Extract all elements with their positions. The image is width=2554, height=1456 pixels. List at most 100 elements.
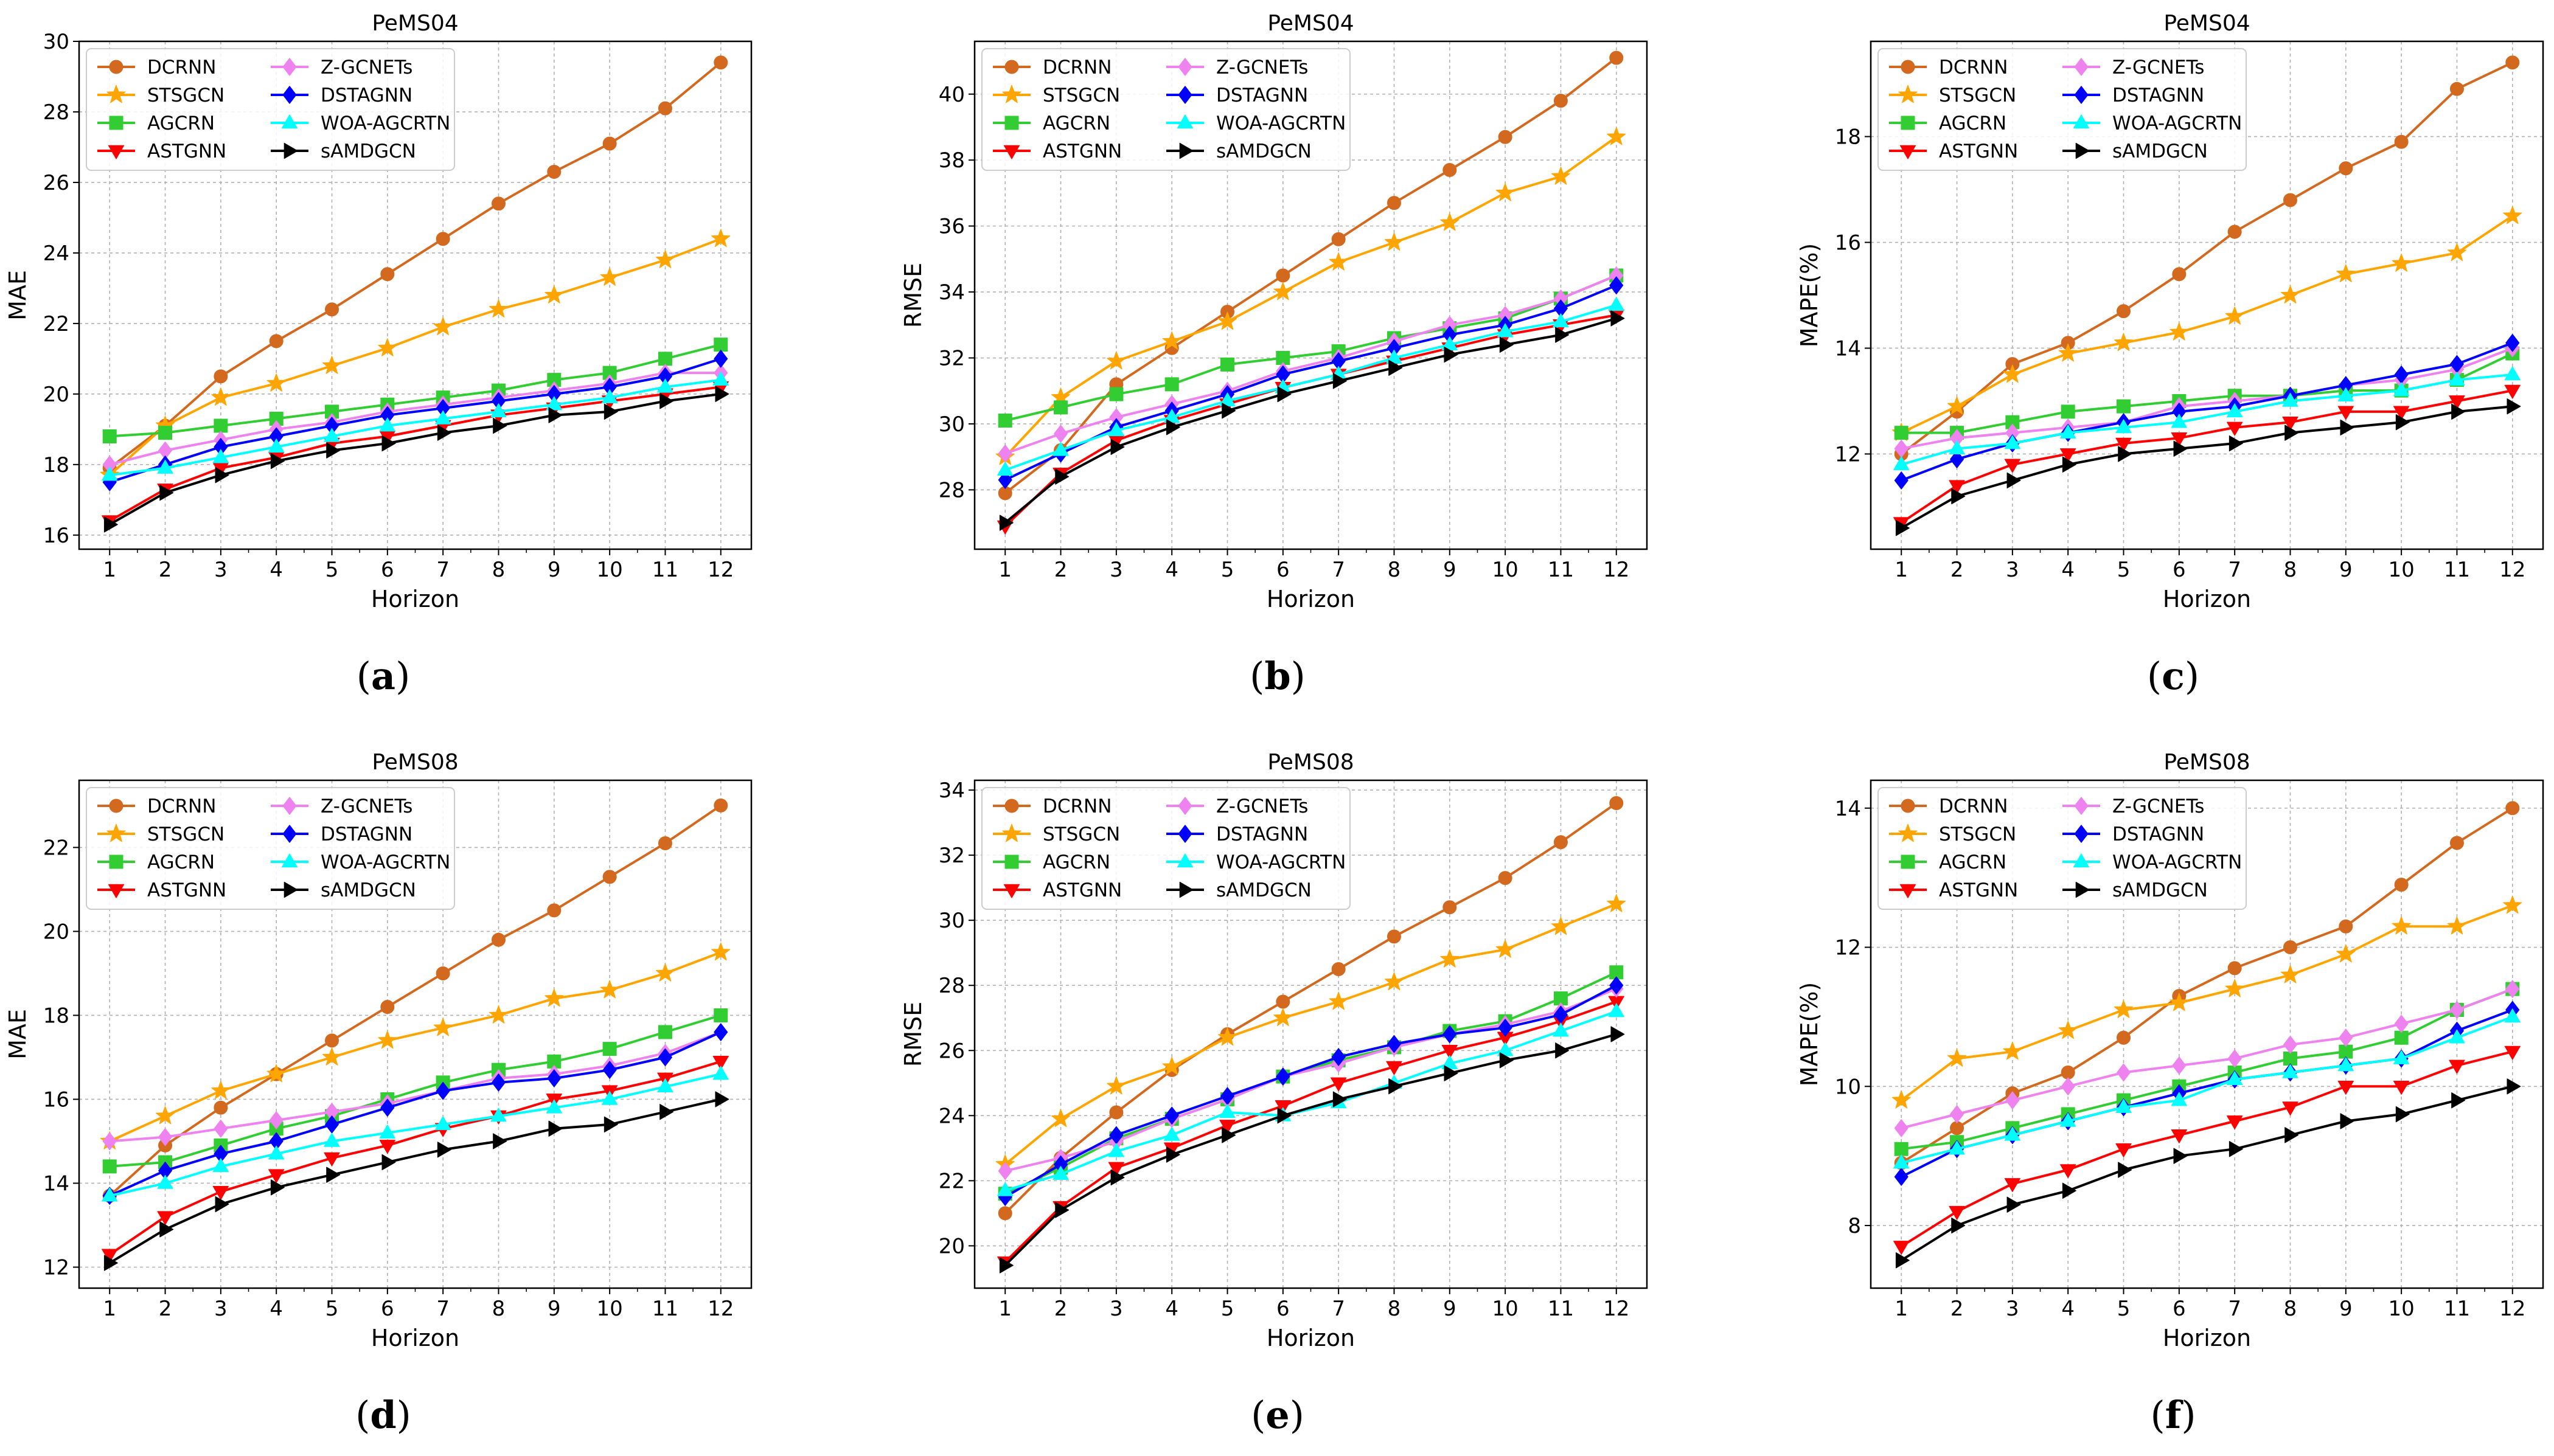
legend-label: DSTAGNN — [2112, 823, 2204, 845]
y-tick-label: 28 — [939, 478, 965, 502]
data-point — [655, 250, 675, 268]
x-tick-label: 7 — [436, 558, 450, 582]
data-point — [2004, 435, 2021, 449]
data-point — [2283, 193, 2297, 207]
series-line — [109, 1031, 722, 1198]
x-tick-label: 10 — [2388, 558, 2414, 582]
data-point — [1947, 396, 1967, 415]
data-point — [2004, 1178, 2021, 1193]
chart-title: PeMS08 — [372, 750, 458, 775]
data-point — [2449, 1029, 2465, 1044]
data-point — [714, 350, 728, 368]
data-point — [2505, 333, 2520, 352]
y-axis-label: RMSE — [900, 1002, 927, 1067]
data-point — [1498, 130, 1512, 144]
data-point — [547, 1069, 562, 1087]
legend-label: STSGCN — [147, 85, 224, 106]
data-point — [157, 459, 173, 474]
legend-label: AGCRN — [147, 113, 215, 134]
series-agcrn — [998, 268, 1624, 428]
data-point — [2394, 878, 2409, 892]
legend: DCRNN STSGCN AGCRN ASTGNN Z-GCNETs DSTAGNN WOA… — [981, 48, 1351, 171]
data-point — [2003, 364, 2022, 383]
data-point — [2062, 456, 2076, 473]
legend-entry-astgnn: ASTGNN — [1889, 140, 2018, 162]
data-point — [602, 870, 617, 884]
data-point — [1217, 311, 1237, 330]
data-point — [1894, 1142, 1909, 1156]
data-point — [1947, 1049, 1967, 1067]
x-tick-label: 6 — [2173, 1297, 2186, 1321]
data-point — [437, 425, 451, 441]
series-agcrn — [998, 965, 1624, 1201]
legend-entry-samdgcn: sAMDGCN — [1166, 879, 1312, 901]
y-tick-label: 18 — [43, 453, 69, 477]
x-tick-label: 8 — [2284, 1297, 2297, 1321]
y-tick-label: 24 — [939, 1104, 965, 1128]
data-point — [1222, 1127, 1236, 1143]
x-tick-label: 3 — [2006, 558, 2019, 582]
data-point — [212, 449, 229, 463]
legend-entry-samdgcn: sAMDGCN — [271, 140, 416, 162]
data-point — [657, 1078, 673, 1093]
legend-entry-z-gcnets: Z-GCNETs — [1166, 57, 1308, 78]
legend-entry-dstagnn: DSTAGNN — [1166, 823, 1308, 845]
data-point — [2058, 343, 2078, 362]
series-line — [1004, 1033, 1617, 1266]
data-point — [1109, 387, 1124, 401]
data-point — [1951, 1217, 1966, 1234]
legend-entry-astgnn: ASTGNN — [993, 140, 1122, 162]
x-tick-label: 12 — [708, 558, 734, 582]
data-point — [266, 373, 286, 392]
data-point — [214, 418, 228, 433]
x-tick-label: 1 — [103, 1297, 116, 1321]
data-point — [1107, 1076, 1126, 1095]
y-tick-label: 22 — [43, 312, 69, 336]
data-point — [657, 378, 673, 393]
data-point — [491, 932, 506, 947]
data-point — [270, 452, 285, 470]
legend-entry-woa-agcrtn: WOA-AGCRTN — [2062, 113, 2242, 134]
data-point — [1329, 252, 1348, 271]
data-point — [1107, 351, 1126, 370]
data-point — [1444, 1065, 1458, 1081]
data-point — [2229, 1141, 2243, 1157]
data-point — [1440, 212, 1460, 231]
legend-entry-stsgcn: STSGCN — [97, 823, 224, 845]
legend-label: sAMDGCN — [2112, 879, 2208, 901]
data-point — [1949, 480, 1965, 494]
legend-label: WOA-AGCRTN — [2112, 113, 2242, 134]
x-tick-label: 10 — [596, 558, 622, 582]
data-point — [1275, 1100, 1291, 1114]
y-tick-label: 16 — [43, 1087, 69, 1112]
data-point — [2451, 403, 2466, 420]
series-samdgcn — [999, 310, 1625, 531]
y-axis-label: MAE — [4, 270, 31, 321]
y-tick-label: 10 — [1835, 1075, 1861, 1099]
x-tick-label: 8 — [492, 558, 506, 582]
data-point — [1444, 346, 1458, 363]
data-point — [2005, 1091, 2020, 1109]
data-point — [433, 1017, 453, 1036]
data-point — [715, 1091, 729, 1108]
y-tick-label: 32 — [939, 844, 965, 868]
legend-entry-astgnn: ASTGNN — [97, 140, 226, 162]
data-point — [2115, 419, 2132, 434]
legend-marker — [1004, 855, 1019, 869]
data-point — [1332, 373, 1347, 389]
y-tick-label: 20 — [43, 383, 69, 407]
legend-marker — [1178, 58, 1192, 76]
data-point — [2061, 1065, 2075, 1080]
y-tick-label: 28 — [939, 974, 965, 998]
series-line — [1901, 373, 2513, 466]
data-point — [715, 386, 729, 403]
x-tick-label: 3 — [2006, 1297, 2019, 1321]
series-dstagnn — [998, 976, 1624, 1206]
data-point — [1277, 1108, 1292, 1124]
data-point — [2394, 134, 2409, 149]
series-samdgcn — [1895, 1078, 2521, 1269]
x-tick-label: 7 — [436, 1297, 450, 1321]
legend-label: Z-GCNETs — [321, 57, 412, 78]
x-axis-label: Horizon — [371, 1325, 459, 1351]
